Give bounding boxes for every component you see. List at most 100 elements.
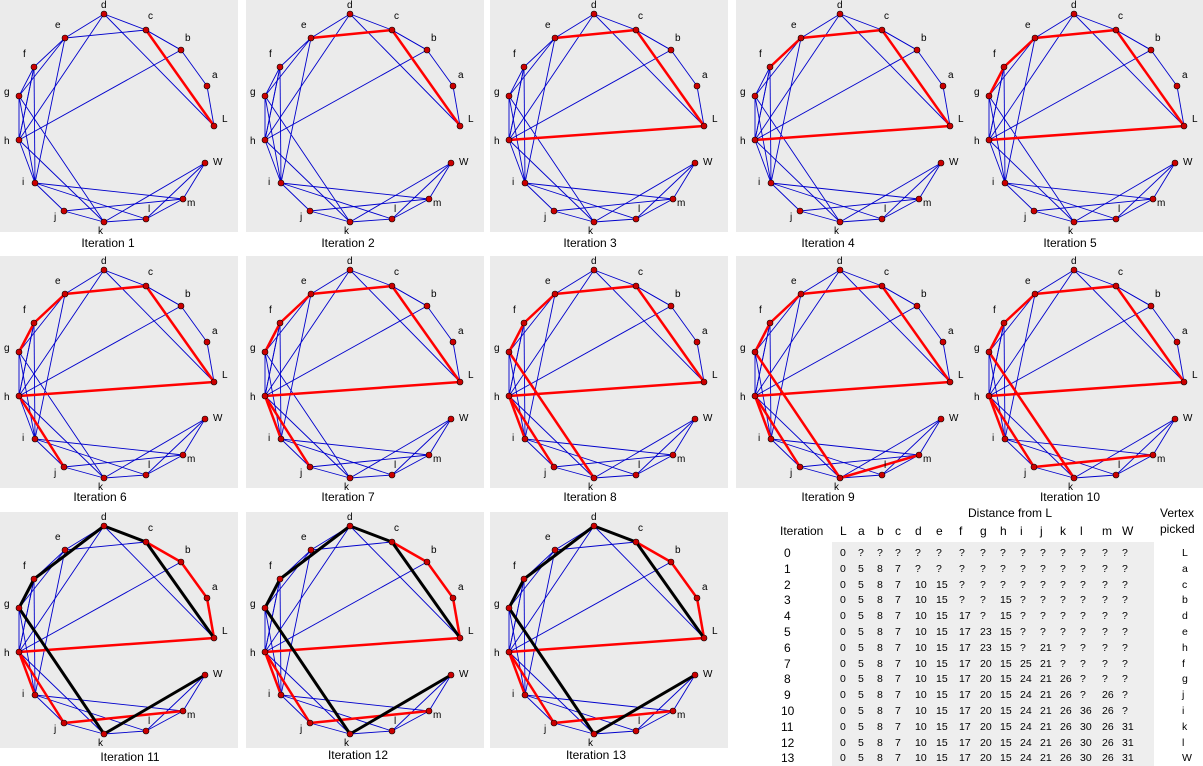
table-cell: ? [1020, 610, 1026, 623]
vertex-label-k: k [98, 738, 104, 749]
table-cell: 26 [1060, 752, 1072, 765]
table-cell: 0 [840, 547, 846, 559]
edge-d-e [554, 13, 595, 39]
vertex-l [632, 215, 640, 223]
vertex-label-a: a [212, 582, 218, 593]
row-iteration-10: 10 [781, 704, 795, 718]
edge-b-h [264, 561, 428, 653]
row-iteration-6: 6 [784, 640, 791, 655]
vertex-label-j: j [299, 212, 302, 223]
vertex-a [693, 82, 701, 90]
edge-d-L [593, 525, 705, 639]
final-edge-d-f [523, 524, 595, 581]
path-edge-L-c [880, 29, 952, 127]
edge-k-l [349, 730, 393, 735]
edge-l-W [145, 418, 206, 476]
edge-j-k [799, 210, 841, 223]
edge-l-m [1115, 454, 1154, 476]
vertex-label-g: g [494, 343, 500, 354]
vertex-label-L: L [712, 370, 718, 381]
edge-d-h [18, 13, 105, 141]
vertex-label-k: k [344, 482, 350, 493]
vertex-d [346, 266, 354, 274]
table-cell: 7 [895, 752, 901, 765]
edge-i-l [1004, 182, 1117, 220]
edge-g-k [754, 95, 841, 223]
table-cell: 7 [895, 657, 901, 670]
table-cell: ? [1122, 626, 1128, 638]
edge-e-g [264, 37, 312, 97]
edge-i-m [280, 182, 430, 200]
path-edge-e-f [769, 37, 802, 68]
vertex-b [423, 46, 431, 54]
table-cell: 21 [1040, 736, 1052, 749]
edge-d-L [839, 269, 951, 383]
table-cell: ? [1080, 689, 1086, 702]
table-cell: ? [1060, 657, 1066, 670]
vertex-label-e: e [1025, 276, 1031, 287]
path-edge-L-h [508, 380, 705, 398]
vertex-label-d: d [1071, 0, 1077, 11]
edge-e-g [18, 293, 66, 353]
edge-e-c [310, 541, 393, 551]
vertex-label-c: c [884, 267, 889, 278]
edge-f-h [18, 322, 35, 397]
edge-i-j [34, 694, 65, 724]
vertex-label-W: W [1183, 157, 1193, 168]
edge-i-l [280, 182, 393, 220]
edge-d-L [349, 13, 461, 127]
vertex-label-f: f [513, 49, 516, 60]
vertex-W [447, 415, 455, 423]
vertex-label-l: l [1118, 204, 1120, 215]
vertex-W [1171, 415, 1179, 423]
vertex-label-f: f [513, 561, 516, 572]
vertex-label-d: d [591, 0, 597, 11]
vertex-d [590, 266, 598, 274]
edge-a-L [1176, 85, 1185, 127]
row-picked-vertex: k [1182, 720, 1188, 733]
vertex-label-g: g [740, 343, 746, 354]
edge-k-l [103, 218, 147, 223]
table-cell: 10 [915, 610, 927, 623]
vertex-label-h: h [4, 648, 10, 659]
row-iteration-11: 11 [781, 719, 794, 734]
table-cell: ? [959, 594, 965, 607]
path-edge-L-h [18, 636, 215, 654]
table-cell: ? [1122, 657, 1128, 670]
vertex-a [1173, 82, 1181, 90]
path-edge-e-f [769, 293, 802, 324]
row-picked-vertex: a [1182, 562, 1188, 575]
edge-f-h [264, 66, 281, 141]
edge-f-g [18, 66, 35, 97]
vertex-label-g: g [494, 87, 500, 98]
table-cell: 26 [1102, 689, 1114, 702]
path-edge-L-h [988, 124, 1185, 142]
graph-svg: d c b a Le f g h i j k l m W [4, 256, 228, 493]
column-header-b: b [877, 524, 884, 538]
vertex-label-g: g [974, 87, 980, 98]
path-edge-L-h [264, 380, 461, 398]
edge-b-h [754, 49, 918, 141]
vertex-j [550, 463, 558, 471]
vertex-W [937, 415, 945, 423]
table-cell: 21 [1040, 705, 1052, 717]
edge-g-k [18, 351, 105, 479]
edge-f-h [264, 578, 281, 653]
table-cell: ? [1080, 657, 1086, 670]
table-cell: ? [1040, 626, 1046, 638]
graph-svg: d c b a Le f g h i j k l m W [494, 0, 718, 237]
table-cell: 21 [1040, 673, 1052, 686]
path-edge-h-i [507, 395, 527, 440]
row-iteration-0: 0 [784, 546, 791, 560]
vertex-label-L: L [468, 114, 474, 125]
vertex-label-L: L [712, 114, 718, 125]
vertex-e [551, 546, 559, 554]
vertex-label-h: h [250, 136, 256, 147]
vertex-g [751, 92, 759, 100]
edge-e-i [280, 293, 312, 440]
vertex-label-i: i [512, 689, 514, 700]
vertex-label-j: j [543, 468, 546, 479]
vertex-label-W: W [213, 157, 223, 168]
vertex-label-g: g [250, 599, 256, 610]
edge-d-L [103, 269, 215, 383]
